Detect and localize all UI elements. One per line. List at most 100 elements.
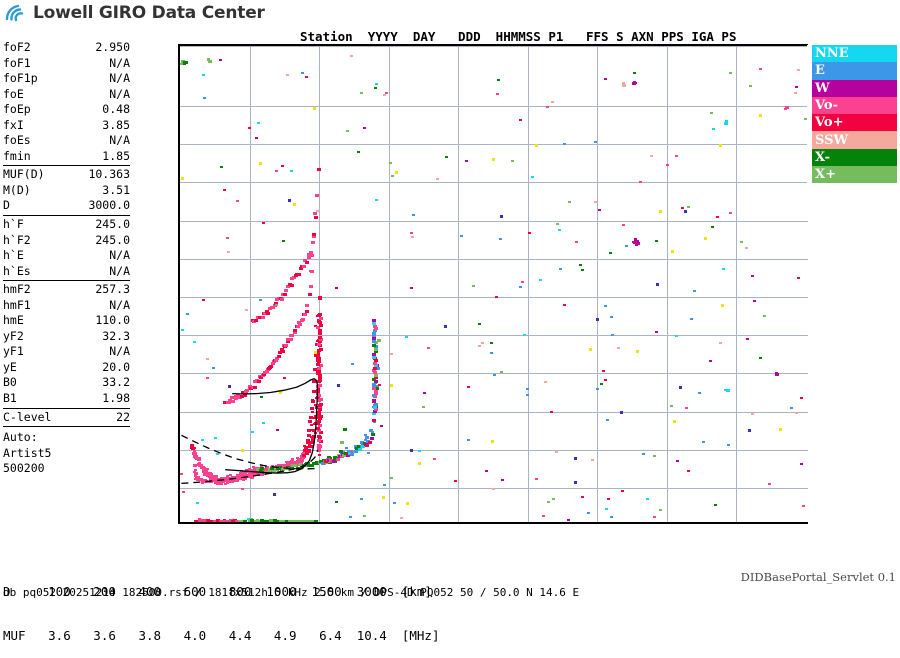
auto-label: Auto:	[3, 430, 130, 446]
legend-item-x[interactable]: X+	[812, 166, 897, 183]
param-key: fxI	[3, 118, 24, 134]
param-value: N/A	[109, 248, 130, 264]
param-value: 22	[116, 410, 130, 426]
param-key: B0	[3, 375, 17, 391]
legend-spine	[807, 45, 810, 184]
param-row-he: h`E N/A	[3, 248, 130, 264]
param-divider	[3, 408, 130, 409]
param-row-md: M(D) 3.51	[3, 183, 130, 199]
param-value: N/A	[109, 344, 130, 360]
station-header-labels: Station YYYY DAY DDD HHMMSS P1 FFS S AXN…	[300, 30, 737, 43]
servlet-label: DIDBasePortal_Servlet 0.1	[741, 570, 896, 584]
param-key: yF2	[3, 329, 24, 345]
param-value: 245.0	[95, 217, 130, 233]
param-key: fmin	[3, 149, 31, 165]
param-value: 257.3	[95, 282, 130, 298]
profile-curves	[180, 46, 806, 522]
param-key: foF2	[3, 40, 31, 56]
param-row-clevel: C-level 22	[3, 410, 130, 426]
brand-name: Lowell GIRO Data Center	[33, 3, 265, 23]
param-value: 10.363	[88, 167, 130, 183]
param-value: 110.0	[95, 313, 130, 329]
param-key: foEp	[3, 102, 31, 118]
param-key: MUF(D)	[3, 167, 45, 183]
param-value: 0.48	[102, 102, 130, 118]
param-row-fof1p: foF1p N/A	[3, 71, 130, 87]
param-row-hf: h`F 245.0	[3, 217, 130, 233]
plot-canvas: 8020030040050060070080090010001100120013…	[180, 46, 808, 522]
param-key: h`Es	[3, 264, 31, 280]
param-value: N/A	[109, 298, 130, 314]
param-value: 1.98	[102, 391, 130, 407]
profile-dashed-curve	[181, 435, 315, 469]
auto-engine: Artist5	[3, 446, 130, 462]
param-value: N/A	[109, 87, 130, 103]
param-value: N/A	[109, 71, 130, 87]
param-row-hme: hmE 110.0	[3, 313, 130, 329]
param-row-fxi: fxI 3.85	[3, 118, 130, 134]
param-row-hes: h`Es N/A	[3, 264, 130, 280]
param-value: N/A	[109, 264, 130, 280]
param-key: h`F	[3, 217, 24, 233]
param-value: 33.2	[102, 375, 130, 391]
legend-item-ssw[interactable]: SSW	[812, 131, 897, 148]
profile-dashed-curve	[181, 450, 317, 484]
param-key: M(D)	[3, 183, 31, 199]
ionogram-plot[interactable]: 8020030040050060070080090010001100120013…	[178, 44, 808, 524]
param-divider	[3, 280, 130, 281]
wifi-arc-icon	[4, 3, 30, 23]
param-key: D	[3, 198, 10, 214]
legend-item-vo[interactable]: Vo+	[812, 114, 897, 131]
param-row-d: D 3000.0	[3, 198, 130, 214]
param-value: 1.85	[102, 149, 130, 165]
legend-item-e[interactable]: E	[812, 62, 897, 79]
param-row-fmin: fmin 1.85	[3, 149, 130, 165]
param-value: 245.0	[95, 233, 130, 249]
param-key: foF1p	[3, 71, 38, 87]
legend-item-w[interactable]: W	[812, 80, 897, 97]
legend-item-vo[interactable]: Vo-	[812, 97, 897, 114]
param-value: N/A	[109, 56, 130, 72]
param-key: B1	[3, 391, 17, 407]
param-divider	[3, 165, 130, 166]
param-row-hmf2: hmF2 257.3	[3, 282, 130, 298]
param-divider	[3, 215, 130, 216]
footer-source-line: db pq052 20251214 182500.rsf / 181fx512h…	[3, 586, 579, 599]
param-row-yf1: yF1 N/A	[3, 344, 130, 360]
param-row-hf2: h`F2 245.0	[3, 233, 130, 249]
param-key: yF1	[3, 344, 24, 360]
param-row-hmf1: hmF1 N/A	[3, 298, 130, 314]
param-row-mufd: MUF(D) 10.363	[3, 167, 130, 183]
param-key: foF1	[3, 56, 31, 72]
param-row-fof1: foF1 N/A	[3, 56, 130, 72]
param-key: h`F2	[3, 233, 31, 249]
param-divider	[3, 426, 130, 427]
legend-item-x[interactable]: X-	[812, 149, 897, 166]
param-value: 20.0	[102, 360, 130, 376]
brand-logo: Lowell GIRO Data Center	[4, 3, 265, 23]
muf-table: D 100 200 400 600 800 1000 1500 3000 [km…	[3, 556, 440, 658]
param-row-b1: B1 1.98	[3, 391, 130, 407]
muf-value-row: MUF 3.6 3.6 3.8 4.0 4.4 4.9 6.4 10.4 [MH…	[3, 629, 440, 644]
param-key: foEs	[3, 133, 31, 149]
param-key: C-level	[3, 410, 51, 426]
param-key: h`E	[3, 248, 24, 264]
param-row-foe: foE N/A	[3, 87, 130, 103]
param-key: hmF2	[3, 282, 31, 298]
param-key: hmF1	[3, 298, 31, 314]
param-value: 3.85	[102, 118, 130, 134]
param-value: N/A	[109, 133, 130, 149]
param-value: 3000.0	[88, 198, 130, 214]
param-row-b0: B0 33.2	[3, 375, 130, 391]
auto-code: 500200	[3, 461, 130, 477]
param-value: 3.51	[102, 183, 130, 199]
param-key: foE	[3, 87, 24, 103]
param-key: hmE	[3, 313, 24, 329]
legend-item-nne[interactable]: NNE	[812, 45, 897, 62]
